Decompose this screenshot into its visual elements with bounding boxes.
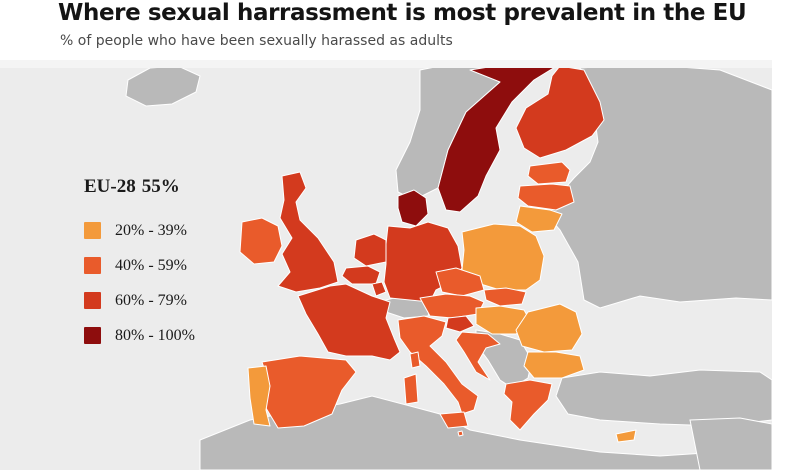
region-corsica	[409, 351, 421, 369]
region-latvia	[517, 183, 575, 211]
region-netherlands	[353, 233, 387, 267]
eu-average-label: EU-28	[84, 176, 136, 197]
map-title: Where sexual harrassment is most prevale…	[58, 0, 747, 26]
legend-item: 80% - 100%	[84, 318, 195, 353]
eu-average-value: 55%	[141, 176, 180, 197]
legend-label: 80% - 100%	[115, 326, 195, 344]
right-margin	[772, 60, 800, 470]
region-slovenia	[445, 315, 475, 333]
legend-label: 20% - 39%	[115, 221, 187, 239]
eu-countries	[239, 61, 637, 443]
region-sweden	[437, 61, 561, 213]
region-belgium	[341, 265, 381, 285]
middle-east-land	[689, 417, 773, 470]
legend-swatch	[84, 292, 101, 309]
region-ireland	[239, 217, 283, 265]
legend-swatch	[84, 222, 101, 239]
region-finland	[515, 65, 605, 159]
map-subtitle: % of people who have been sexually haras…	[60, 33, 453, 49]
legend: EU-28 55% 20% - 39% 40% - 59% 60% - 79% 8…	[84, 176, 195, 353]
legend-label: 40% - 59%	[115, 256, 187, 274]
region-sardinia	[403, 373, 419, 405]
region-portugal	[247, 365, 271, 427]
region-romania	[515, 303, 583, 353]
region-cyprus	[615, 429, 637, 443]
region-france	[297, 283, 401, 361]
legend-item: 40% - 59%	[84, 248, 195, 283]
region-luxembourg	[371, 281, 387, 297]
region-denmark	[397, 189, 429, 227]
eu-average: EU-28 55%	[84, 176, 195, 198]
legend-label: 60% - 79%	[115, 291, 187, 309]
region-bulgaria	[523, 351, 585, 379]
region-united-kingdom	[277, 171, 339, 293]
legend-item: 60% - 79%	[84, 283, 195, 318]
region-slovakia	[483, 287, 527, 307]
region-croatia	[455, 331, 501, 381]
legend-item: 20% - 39%	[84, 213, 195, 248]
region-malta	[457, 430, 464, 437]
region-poland	[461, 223, 545, 291]
map-area	[0, 60, 800, 470]
legend-swatch	[84, 327, 101, 344]
region-sicily	[439, 411, 469, 429]
region-lithuania	[515, 205, 563, 233]
top-band	[0, 60, 800, 68]
legend-swatch	[84, 257, 101, 274]
region-estonia	[527, 161, 571, 185]
iceland-land	[125, 65, 201, 107]
region-greece	[503, 379, 553, 431]
non-eu-land	[125, 60, 773, 470]
region-austria	[419, 293, 485, 319]
europe-map	[125, 60, 773, 470]
